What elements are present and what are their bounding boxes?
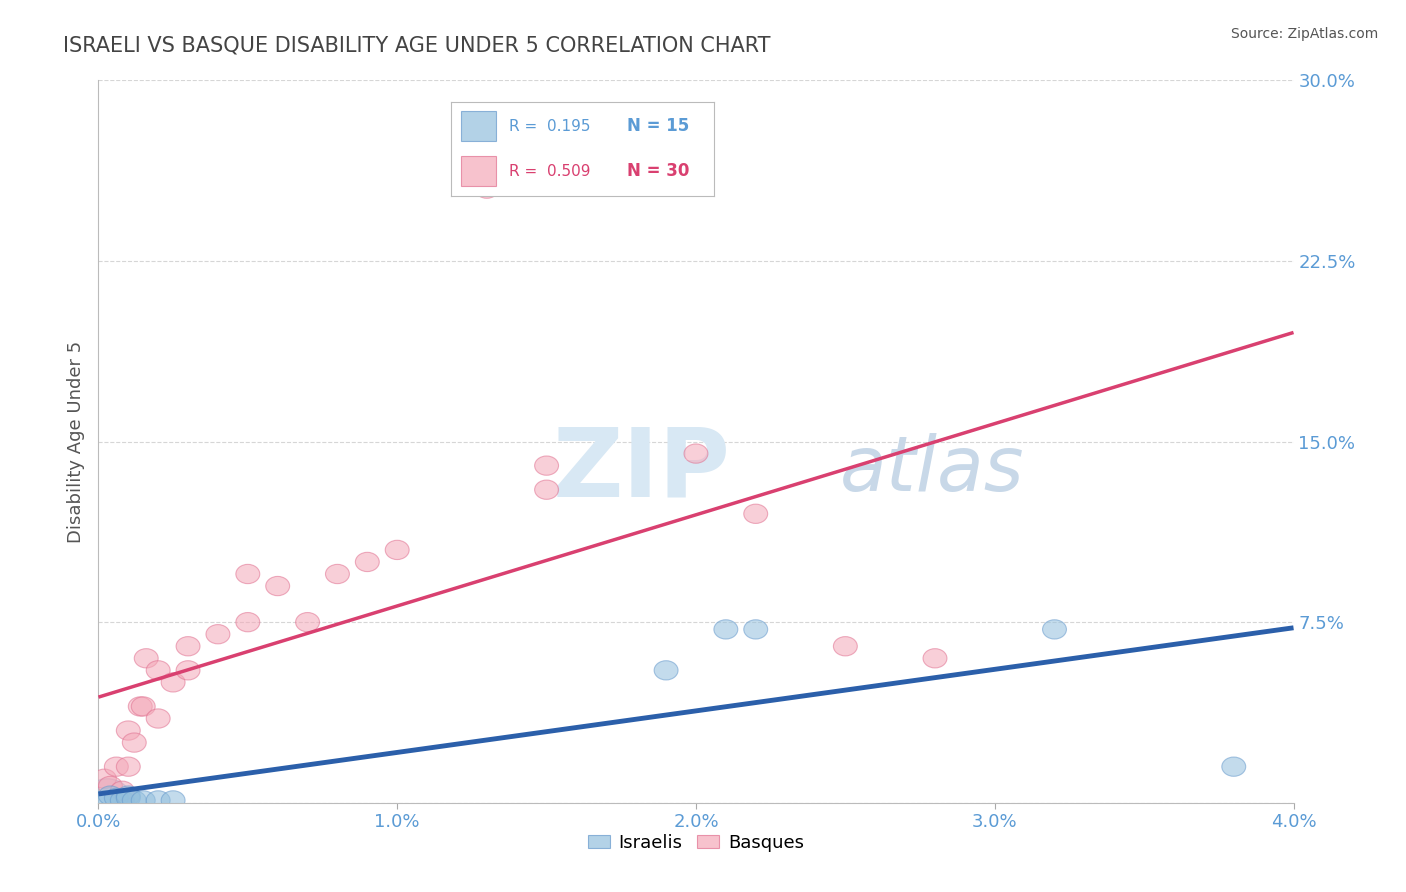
Ellipse shape — [111, 791, 135, 810]
Ellipse shape — [162, 791, 186, 810]
Ellipse shape — [83, 779, 131, 822]
Ellipse shape — [207, 624, 231, 644]
Y-axis label: Disability Age Under 5: Disability Age Under 5 — [66, 341, 84, 542]
Ellipse shape — [176, 637, 200, 656]
Ellipse shape — [534, 456, 558, 475]
Ellipse shape — [122, 733, 146, 752]
Ellipse shape — [117, 786, 141, 805]
Ellipse shape — [122, 791, 146, 810]
Ellipse shape — [326, 565, 350, 583]
Ellipse shape — [104, 757, 128, 776]
Ellipse shape — [924, 648, 948, 668]
Ellipse shape — [131, 697, 155, 716]
Ellipse shape — [98, 776, 122, 796]
Ellipse shape — [93, 791, 117, 810]
Ellipse shape — [475, 179, 499, 198]
Ellipse shape — [135, 648, 159, 668]
Ellipse shape — [356, 552, 380, 572]
Ellipse shape — [117, 721, 141, 740]
Ellipse shape — [1222, 757, 1246, 776]
Ellipse shape — [1043, 620, 1067, 639]
Ellipse shape — [98, 786, 122, 805]
Ellipse shape — [744, 620, 768, 639]
Ellipse shape — [146, 661, 170, 680]
Ellipse shape — [654, 661, 678, 680]
Ellipse shape — [295, 613, 319, 632]
Text: Source: ZipAtlas.com: Source: ZipAtlas.com — [1230, 27, 1378, 41]
Ellipse shape — [744, 504, 768, 524]
Ellipse shape — [162, 673, 186, 692]
Ellipse shape — [834, 637, 858, 656]
Ellipse shape — [266, 576, 290, 596]
Legend: Israelis, Basques: Israelis, Basques — [581, 826, 811, 859]
Ellipse shape — [236, 613, 260, 632]
Ellipse shape — [111, 781, 135, 800]
Ellipse shape — [104, 789, 128, 807]
Ellipse shape — [93, 769, 117, 789]
Ellipse shape — [131, 791, 155, 810]
Text: ISRAELI VS BASQUE DISABILITY AGE UNDER 5 CORRELATION CHART: ISRAELI VS BASQUE DISABILITY AGE UNDER 5… — [63, 36, 770, 55]
Ellipse shape — [146, 709, 170, 728]
Ellipse shape — [117, 789, 141, 807]
Ellipse shape — [176, 661, 200, 680]
Ellipse shape — [685, 444, 709, 463]
Text: ZIP: ZIP — [553, 424, 731, 517]
Ellipse shape — [236, 565, 260, 583]
Ellipse shape — [117, 757, 141, 776]
Text: atlas: atlas — [839, 434, 1024, 508]
Ellipse shape — [128, 697, 152, 716]
Ellipse shape — [714, 620, 738, 639]
Ellipse shape — [385, 541, 409, 559]
Ellipse shape — [534, 480, 558, 500]
Ellipse shape — [146, 791, 170, 810]
